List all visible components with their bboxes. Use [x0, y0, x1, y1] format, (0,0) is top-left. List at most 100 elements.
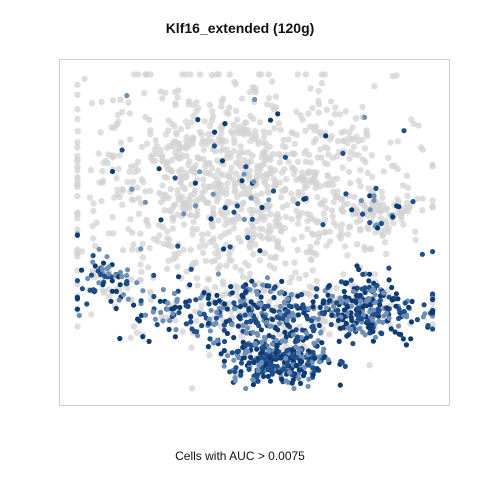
inactive-cell-point — [338, 231, 346, 238]
inactive-cell-point — [256, 257, 263, 264]
inactive-cell-point — [258, 213, 265, 220]
active-cell-point — [310, 323, 316, 329]
active-cell-point — [249, 216, 255, 222]
inactive-cell-point — [174, 263, 181, 270]
inactive-cell-point — [199, 249, 207, 256]
inactive-cell-point — [281, 187, 289, 194]
inactive-cell-point — [137, 230, 144, 237]
inactive-cell-point — [318, 199, 326, 207]
inactive-cell-point — [327, 98, 335, 105]
inactive-cell-point — [309, 104, 316, 112]
active-cell-point — [295, 350, 301, 356]
active-cell-point — [106, 264, 112, 270]
active-cell-point — [376, 318, 382, 324]
inactive-cell-point — [265, 129, 273, 136]
inactive-cell-point — [135, 71, 142, 78]
active-cell-point — [425, 322, 431, 329]
active-cell-point — [164, 300, 171, 306]
active-cell-point — [430, 291, 436, 297]
inactive-cell-point — [380, 168, 387, 175]
inactive-cell-point — [271, 265, 278, 272]
active-cell-point — [262, 361, 269, 367]
active-cell-point — [342, 363, 348, 369]
active-cell-point — [287, 369, 293, 375]
inactive-cell-point — [403, 172, 411, 179]
inactive-cell-point — [158, 152, 166, 159]
inactive-cell-point — [139, 254, 147, 261]
inactive-cell-point — [251, 231, 258, 238]
inactive-cell-point — [219, 291, 226, 298]
active-cell-point — [218, 351, 224, 357]
inactive-cell-point — [358, 136, 366, 143]
active-cell-point — [348, 310, 354, 316]
inactive-cell-point — [260, 128, 268, 135]
active-cell-point — [271, 294, 277, 301]
inactive-cell-point — [265, 298, 273, 305]
active-cell-point — [224, 306, 230, 312]
inactive-cell-point — [246, 167, 253, 174]
active-cell-point — [221, 327, 227, 333]
inactive-cell-point — [161, 207, 168, 214]
inactive-cell-point — [231, 78, 238, 86]
inactive-cell-point — [258, 71, 265, 78]
active-cell-point — [124, 267, 131, 273]
active-cell-point — [255, 332, 261, 338]
active-cell-point — [370, 328, 376, 335]
active-cell-point — [266, 283, 272, 289]
active-cell-point — [244, 325, 250, 331]
inactive-cell-point — [326, 331, 333, 338]
active-cell-point — [258, 354, 265, 360]
inactive-cell-point — [138, 268, 145, 275]
active-cell-point — [108, 298, 114, 304]
inactive-cell-point — [225, 228, 233, 236]
active-cell-point — [154, 322, 160, 328]
active-cell-point — [388, 326, 394, 332]
inactive-cell-point — [303, 210, 311, 218]
inactive-cell-point — [232, 159, 240, 166]
inactive-cell-point — [259, 234, 266, 241]
inactive-cell-point — [90, 235, 97, 242]
inactive-cell-point — [226, 251, 233, 258]
inactive-cell-point — [263, 101, 271, 108]
inactive-cell-point — [232, 187, 239, 194]
inactive-cell-point — [277, 126, 284, 134]
active-cell-point — [294, 303, 300, 309]
inactive-cell-point — [315, 87, 322, 95]
active-cell-point — [360, 312, 366, 318]
active-cell-point — [266, 197, 272, 203]
active-cell-point — [236, 348, 242, 354]
inactive-cell-point — [361, 203, 368, 210]
active-cell-point — [238, 372, 244, 378]
active-cell-point — [344, 304, 350, 310]
inactive-cell-point — [74, 81, 81, 89]
active-cell-point — [206, 301, 212, 307]
inactive-cell-point — [215, 182, 222, 189]
active-points — [74, 93, 436, 392]
inactive-cell-point — [93, 219, 100, 226]
active-cell-point — [329, 312, 335, 318]
inactive-cell-point — [353, 218, 360, 226]
inactive-cell-point — [293, 207, 300, 214]
active-cell-point — [312, 355, 318, 361]
inactive-cell-point — [429, 321, 436, 328]
inactive-cell-point — [237, 143, 244, 150]
active-cell-point — [227, 369, 233, 375]
active-cell-point — [229, 321, 235, 328]
inactive-cell-point — [199, 189, 206, 197]
active-cell-point — [263, 352, 269, 358]
inactive-cell-point — [90, 200, 97, 207]
active-cell-point — [362, 332, 368, 338]
inactive-cell-point — [352, 115, 360, 122]
inactive-cell-point — [143, 218, 150, 225]
inactive-cell-point — [128, 276, 135, 283]
active-cell-point — [260, 282, 266, 288]
inactive-cell-point — [340, 208, 347, 215]
active-cell-point — [282, 154, 288, 160]
inactive-cell-point — [359, 156, 367, 163]
active-cell-point — [283, 334, 289, 340]
active-cell-point — [195, 333, 201, 339]
inactive-cell-point — [135, 210, 142, 218]
active-cell-point — [232, 375, 238, 381]
inactive-cell-point — [213, 198, 221, 205]
